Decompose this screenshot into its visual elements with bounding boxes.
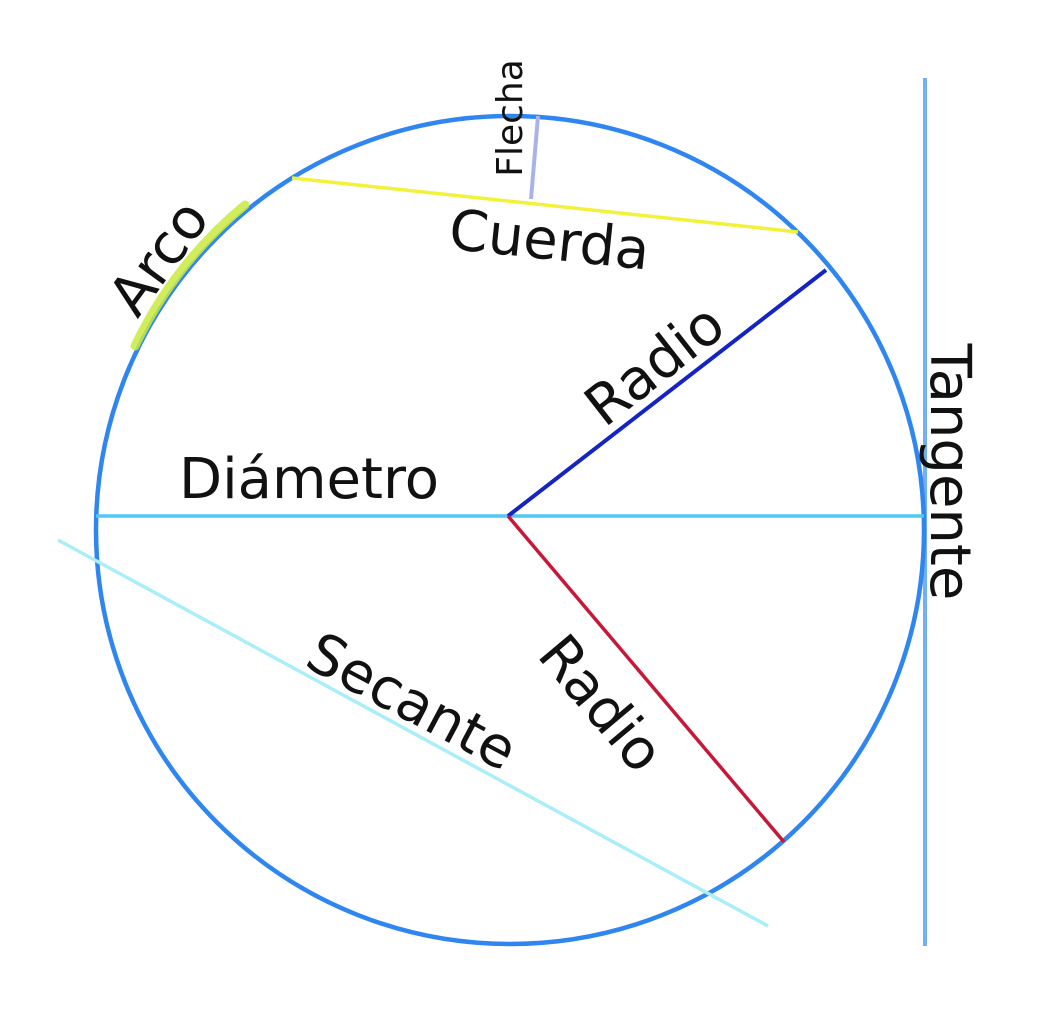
label-radio-upper: Radio: [573, 291, 737, 439]
label-radio-lower: Radio: [525, 623, 676, 785]
label-arco: Arco: [96, 188, 222, 327]
label-flecha: Flecha: [490, 59, 531, 177]
circle-outline: [93, 113, 927, 947]
radius-upper-line: [506, 268, 828, 518]
arc-highlight: [130, 200, 250, 351]
label-cuerda: Cuerda: [446, 198, 653, 284]
label-diametro: Diámetro: [179, 447, 439, 512]
label-secante: Secante: [296, 620, 527, 784]
chord-line: [291, 176, 799, 234]
secant-line: [57, 538, 769, 928]
sagitta-line: [529, 115, 540, 200]
radius-lower-line: [506, 514, 786, 844]
label-tangente: Tangente: [917, 343, 982, 601]
